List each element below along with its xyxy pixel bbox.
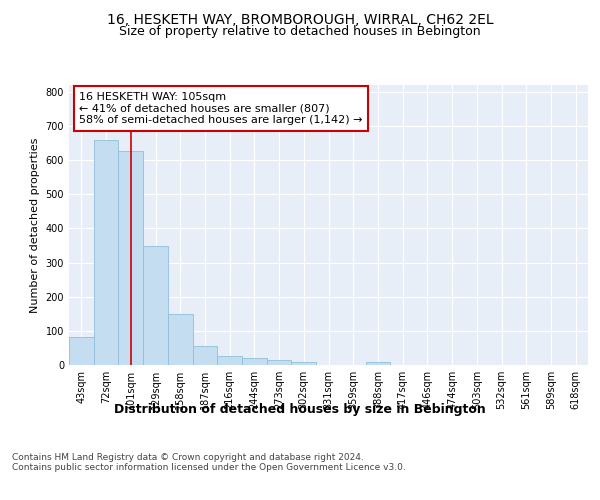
Bar [365,362,390,365]
Bar [168,314,193,365]
Text: 16 HESKETH WAY: 105sqm
← 41% of detached houses are smaller (807)
58% of semi-de: 16 HESKETH WAY: 105sqm ← 41% of detached… [79,92,363,125]
Y-axis label: Number of detached properties: Number of detached properties [30,138,40,312]
Bar [193,346,217,365]
Bar [267,360,292,365]
Text: 16, HESKETH WAY, BROMBOROUGH, WIRRAL, CH62 2EL: 16, HESKETH WAY, BROMBOROUGH, WIRRAL, CH… [107,12,493,26]
Text: Contains HM Land Registry data © Crown copyright and database right 2024.
Contai: Contains HM Land Registry data © Crown c… [12,452,406,472]
Text: Distribution of detached houses by size in Bebington: Distribution of detached houses by size … [114,402,486,415]
Text: Size of property relative to detached houses in Bebington: Size of property relative to detached ho… [119,25,481,38]
Bar [94,140,118,365]
Bar [143,246,168,365]
Bar [118,150,143,365]
Bar [292,362,316,365]
Bar [242,358,267,365]
Bar [217,356,242,365]
Bar [69,336,94,365]
